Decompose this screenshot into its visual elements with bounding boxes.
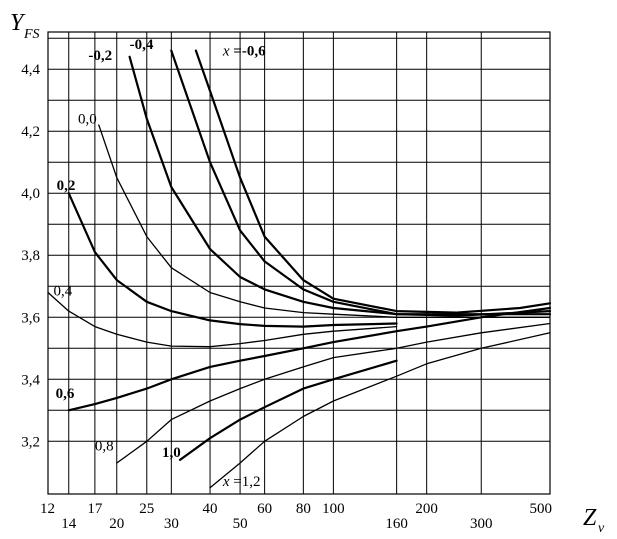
curve-label-9: x =1,2	[222, 474, 261, 490]
curve-series-1	[170, 49, 552, 317]
y-tick-label: 3,2	[21, 434, 40, 450]
plot-frame	[47, 31, 551, 495]
x-tick-label: 200	[415, 501, 438, 517]
curve-series-3	[98, 124, 551, 318]
curve-series-6	[67, 306, 552, 412]
x-tick-label: 30	[164, 516, 179, 532]
curves	[47, 49, 552, 489]
tick-labels: 3,2 3,4 3,6 3,8 4,0 4,2 4,4 12 14 17 20 25 30 40 50 60 8…	[21, 62, 552, 532]
x-tick-label: 12	[40, 501, 55, 517]
curve-label-1: -0,4	[130, 37, 154, 53]
curve-series-9	[209, 332, 551, 489]
curve-label-7: 0,8	[95, 439, 114, 455]
x-axis-title-subscript: v	[598, 521, 605, 536]
x-tick-label: 17	[87, 501, 103, 517]
curve-series-5	[47, 291, 398, 348]
x-axis-title: Z	[583, 505, 597, 531]
curve-label-0: x =-0,6	[222, 43, 266, 59]
curve-label-4: 0,2	[57, 178, 76, 194]
y-axis-title-subscript: FS	[23, 27, 40, 42]
x-tick-label: 60	[257, 501, 272, 517]
y-tick-label: 3,4	[21, 372, 40, 388]
grid	[47, 31, 551, 495]
x-tick-label: 500	[530, 501, 553, 517]
x-tick-label: 80	[296, 501, 311, 517]
y-tick-label: 4,0	[21, 186, 40, 202]
y-tick-label: 3,6	[21, 310, 40, 326]
y-tick-label: 4,4	[21, 62, 40, 78]
x-tick-label: 20	[109, 516, 124, 532]
curve-labels: x =-0,6 -0,4 -0,2 0,0 0,2 0,4 0,6 0,8 1,0 x =1,2	[53, 37, 266, 490]
x-tick-label: 100	[322, 501, 345, 517]
x-tick-label: 300	[470, 516, 493, 532]
y-tick-label: 4,2	[21, 124, 40, 140]
curve-series-7	[116, 322, 551, 464]
x-tick-label: 14	[61, 516, 77, 532]
x-tick-label: 160	[385, 516, 408, 532]
curve-series-0	[194, 49, 552, 314]
curve-label-6: 0,6	[56, 386, 75, 402]
curve-series-4	[67, 192, 398, 328]
x-tick-label: 50	[233, 516, 248, 532]
curve-label-5: 0,4	[53, 284, 72, 300]
x-tick-label: 25	[139, 501, 154, 517]
x-tick-label: 40	[203, 501, 218, 517]
curve-label-8: 1,0	[162, 445, 181, 461]
curve-label-2: -0,2	[88, 48, 112, 64]
y-tick-label: 3,8	[21, 248, 40, 264]
curve-label-3: 0,0	[78, 111, 97, 127]
curve-series-8	[178, 359, 398, 461]
curve-series-2	[128, 55, 552, 316]
y-axis-title: Y	[10, 10, 26, 36]
